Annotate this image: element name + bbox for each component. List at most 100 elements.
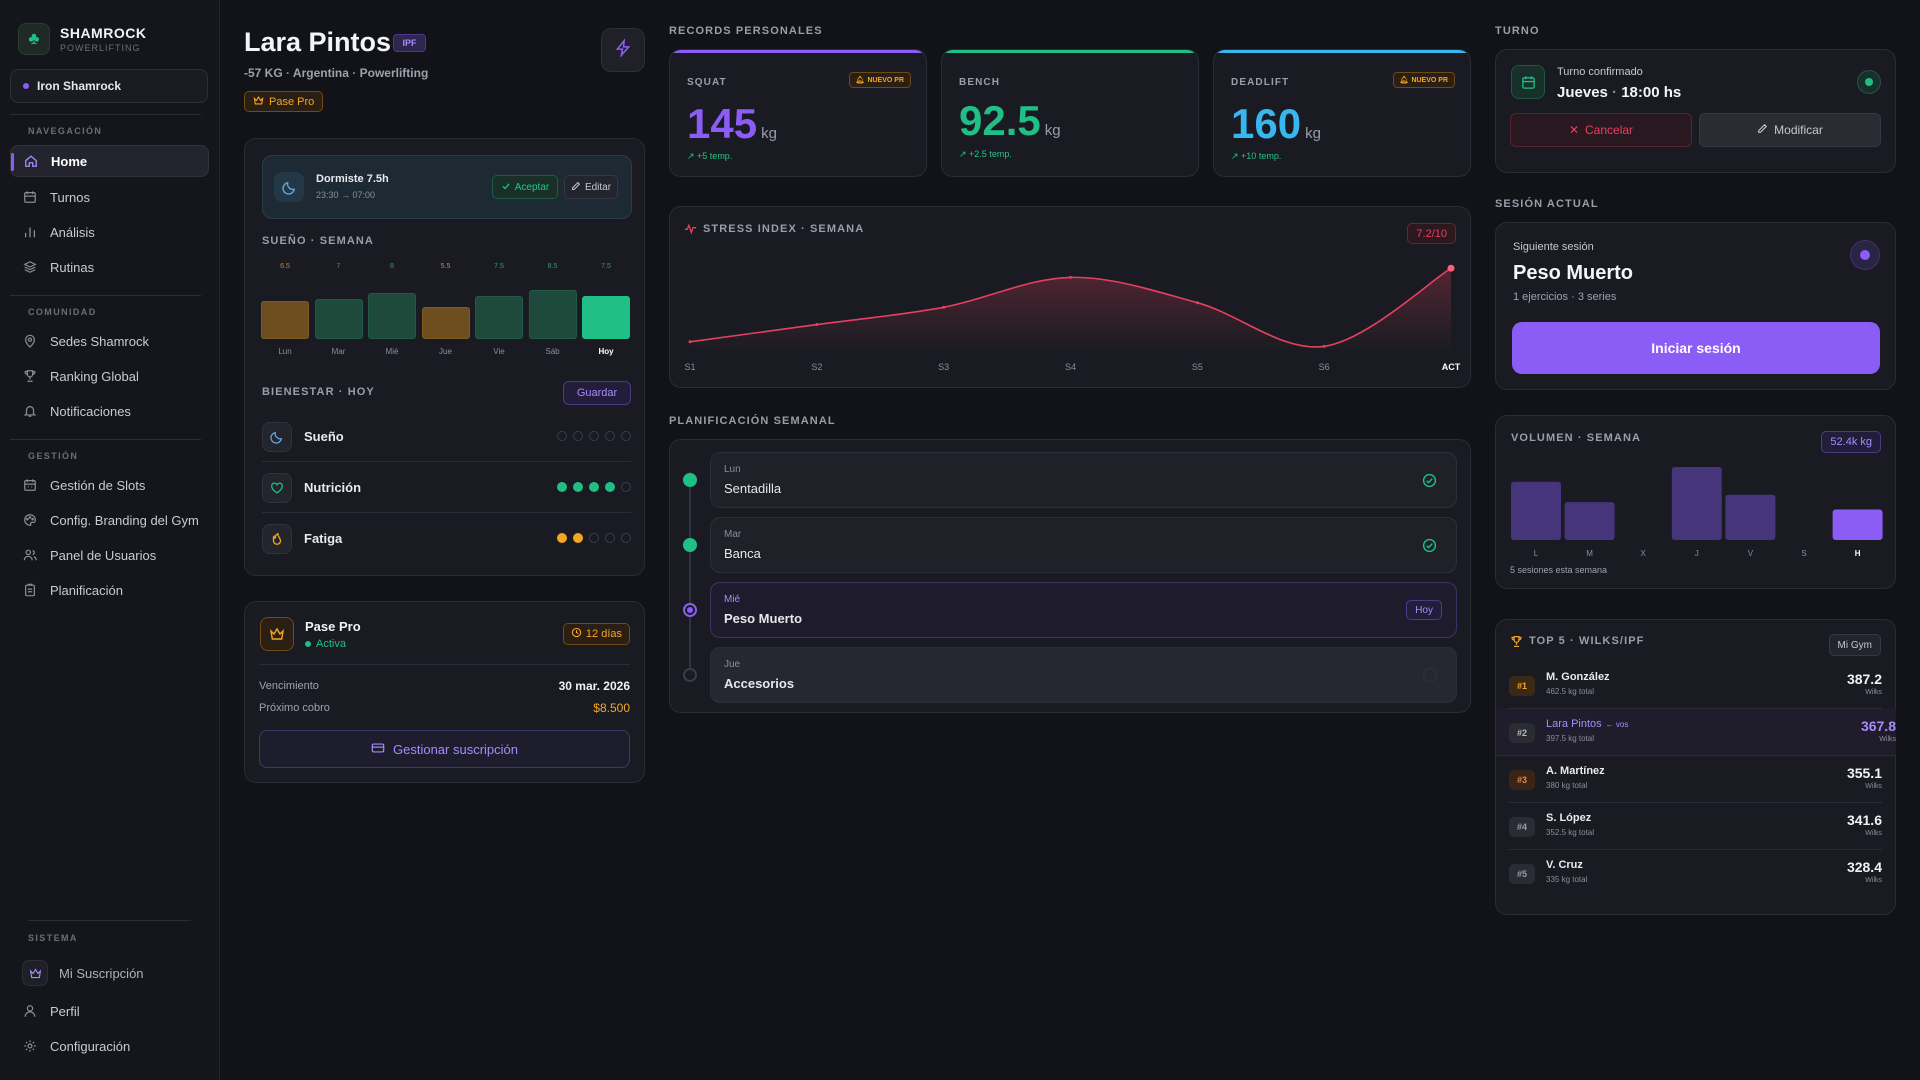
sidebar-item-suscripcion[interactable]: Mi Suscripción — [10, 956, 209, 990]
sleep-alert-title: Dormiste 7.5h — [316, 173, 389, 185]
athlete-name-label: S. López — [1546, 812, 1592, 824]
users-icon — [22, 547, 38, 563]
rating-dots[interactable] — [557, 431, 631, 441]
sleep-period: SEMANA — [319, 235, 374, 247]
badge-label: NUEVO PR — [1411, 76, 1448, 84]
sidebar-item-rutinas[interactable]: Rutinas — [10, 251, 209, 283]
gym-selector[interactable]: Iron Shamrock — [10, 69, 208, 103]
timeline-line — [689, 472, 691, 672]
map-pin-icon — [22, 333, 38, 349]
sidebar-item-ranking[interactable]: Ranking Global — [10, 360, 209, 392]
rating-dot[interactable] — [621, 431, 631, 441]
planning-item[interactable]: Mié Peso Muerto Hoy — [710, 582, 1457, 638]
sidebar: ♣ SHAMROCK POWERLIFTING Iron Shamrock NA… — [0, 0, 220, 1080]
volume-total-badge: 52.4k kg — [1821, 431, 1881, 453]
sidebar-item-label: Notificaciones — [50, 403, 131, 419]
sidebar-item-analisis[interactable]: Análisis — [10, 216, 209, 248]
expiry-value: 30 mar. 2026 — [558, 679, 630, 693]
gym-name: Iron Shamrock — [37, 79, 122, 93]
timeline-node — [683, 668, 697, 682]
edit-button[interactable]: Editar — [564, 175, 618, 199]
leaderboard-row[interactable]: #4 S. López 352.5 kg total 341.6 Wilks — [1508, 803, 1882, 850]
cancel-button[interactable]: ✕ Cancelar — [1510, 113, 1692, 147]
pr-accent-bar — [670, 50, 926, 53]
turno-time: 18:00 hs — [1621, 84, 1682, 101]
pass-badge: Pase Pro — [244, 91, 324, 112]
volume-bar — [1511, 481, 1561, 540]
modify-button[interactable]: Modificar — [1699, 113, 1881, 147]
sidebar-item-perfil[interactable]: Perfil — [10, 995, 209, 1027]
planning-item[interactable]: Lun Sentadilla — [710, 452, 1457, 508]
leaderboard-row[interactable]: #2 Lara Pintos ← vos 397.5 kg total 367.8 Wil… — [1496, 709, 1896, 756]
rating-dot[interactable] — [605, 482, 615, 492]
session-indicator — [1850, 240, 1880, 270]
rank-badge: #3 — [1509, 770, 1535, 790]
rating-dots[interactable] — [557, 533, 631, 543]
athlete-name: Lara Pintos — [244, 27, 392, 57]
rating-dot[interactable] — [605, 533, 615, 543]
volume-bar — [1671, 467, 1722, 540]
user-icon — [22, 1003, 38, 1019]
rating-dot[interactable] — [589, 533, 599, 543]
sleep-bar — [261, 301, 309, 339]
stress-point — [815, 323, 819, 327]
sleep-bar-value: 6.5 — [280, 263, 290, 270]
planning-item[interactable]: Jue Accesorios — [710, 647, 1457, 703]
pr-accent-bar — [1214, 50, 1470, 53]
sidebar-item-usuarios[interactable]: Panel de Usuarios — [10, 539, 209, 571]
leaderboard-row[interactable]: #3 A. Martínez 380 kg total 355.1 Wilks — [1508, 756, 1882, 803]
rating-dot[interactable] — [589, 482, 599, 492]
rating-dot[interactable] — [557, 482, 567, 492]
sidebar-item-label: Análisis — [50, 224, 95, 240]
manage-subscription-button[interactable]: Gestionar suscripción — [259, 730, 630, 768]
pr-trend: ↗ +10 temp. — [1231, 151, 1281, 162]
divider — [259, 664, 630, 665]
sidebar-item-planificacion[interactable]: Planificación — [10, 574, 209, 606]
moon-icon — [274, 172, 304, 202]
rating-dot[interactable] — [589, 431, 599, 441]
sidebar-item-turnos[interactable]: Turnos — [10, 181, 209, 213]
gym-filter-button[interactable]: Mi Gym — [1828, 634, 1881, 656]
timeline-node — [683, 603, 697, 617]
sidebar-item-notificaciones[interactable]: Notificaciones — [10, 395, 209, 427]
rating-dots[interactable] — [557, 482, 631, 492]
sidebar-item-home[interactable]: Home — [10, 145, 209, 177]
next-session-label: Siguiente sesión — [1513, 241, 1594, 253]
planning-item[interactable]: Mar Banca — [710, 517, 1457, 573]
sidebar-item-sedes[interactable]: Sedes Shamrock — [10, 325, 209, 357]
subscription-status: Activa — [305, 638, 346, 650]
accept-button[interactable]: Aceptar — [492, 175, 558, 199]
sidebar-item-slots[interactable]: Gestión de Slots — [10, 469, 209, 501]
sidebar-item-branding[interactable]: Config. Branding del Gym — [10, 504, 209, 536]
next-charge-label: Próximo cobro — [259, 702, 330, 714]
section-gestion: GESTIÓN — [28, 451, 79, 461]
rating-dot[interactable] — [573, 431, 583, 441]
planning-title: Banca — [724, 546, 761, 561]
save-button[interactable]: Guardar — [563, 381, 631, 405]
top5-metric: WILKS/IPF — [1578, 635, 1645, 647]
athlete-total: 335 kg total — [1546, 875, 1588, 884]
sidebar-item-label: Config. Branding del Gym — [50, 512, 199, 528]
palette-icon — [22, 512, 38, 528]
stress-x-label: ACT — [1442, 362, 1461, 372]
sleep-day-label: Lun — [278, 347, 292, 356]
rating-dot[interactable] — [573, 533, 583, 543]
quick-action-button[interactable] — [601, 28, 645, 72]
stress-point — [1195, 301, 1199, 305]
rating-dot[interactable] — [605, 431, 615, 441]
brand[interactable]: ♣ SHAMROCK POWERLIFTING — [18, 23, 146, 55]
rating-dot[interactable] — [557, 431, 567, 441]
sleep-bar — [421, 307, 470, 339]
rating-dot[interactable] — [621, 533, 631, 543]
rating-dot[interactable] — [557, 533, 567, 543]
leaderboard-row[interactable]: #5 V. Cruz 335 kg total 328.4 Wilks — [1508, 850, 1882, 897]
sidebar-item-label: Sedes Shamrock — [50, 333, 149, 349]
volume-label: VOLUMEN — [1511, 432, 1574, 444]
sidebar-item-configuracion[interactable]: Configuración — [10, 1030, 209, 1062]
brand-name: SHAMROCK — [60, 25, 147, 41]
wilks-unit: Wilks — [1865, 877, 1882, 884]
start-session-button[interactable]: Iniciar sesión — [1512, 322, 1880, 374]
rating-dot[interactable] — [573, 482, 583, 492]
leaderboard-row[interactable]: #1 M. González 462.5 kg total 387.2 Wilks — [1508, 662, 1882, 709]
rating-dot[interactable] — [621, 482, 631, 492]
